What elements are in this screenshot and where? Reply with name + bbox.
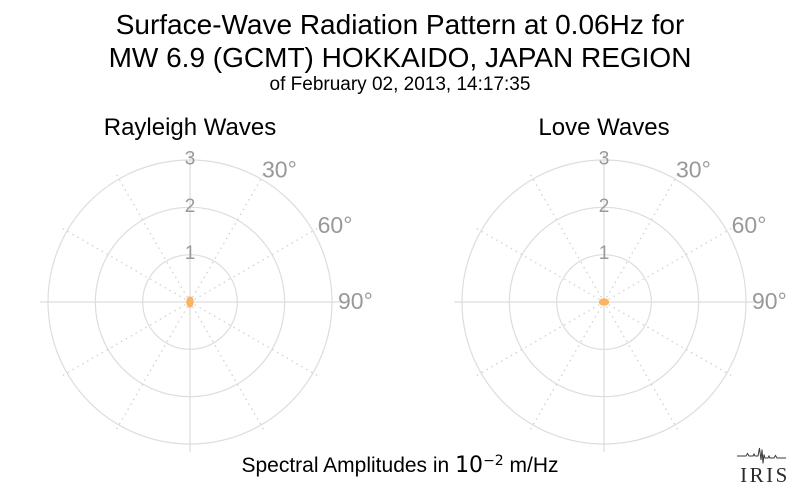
angle-tick-label: 60° — [732, 212, 767, 238]
radiation-pattern-dot — [186, 296, 194, 308]
polar-grid-spoke-dotted — [608, 304, 735, 378]
polar-grid-spoke-dotted — [528, 306, 602, 433]
angle-tick-label: 30° — [676, 156, 711, 182]
polar-grid-spoke-dotted — [59, 304, 186, 378]
seismogram-trace-icon — [737, 447, 786, 464]
love-plot-title: Love Waves — [538, 114, 670, 141]
rayleigh-polar-plot: 1 2 3 30° 60° 90° — [40, 149, 373, 452]
polar-grid-spoke-dotted — [114, 171, 188, 298]
radial-tick-label: 2 — [185, 196, 196, 217]
iris-logo: IRIS — [737, 447, 790, 487]
radial-tick-label: 1 — [185, 243, 196, 264]
rayleigh-plot-title: Rayleigh Waves — [103, 114, 277, 141]
polar-grid-spoke-dotted — [192, 306, 266, 433]
angle-tick-label: 60° — [318, 212, 353, 238]
angle-tick-label: 90° — [752, 288, 787, 314]
caption: Spectral Amplitudes in 10−2 m/Hz — [0, 447, 800, 480]
figure-header: Surface-Wave Radiation Pattern at 0.06Hz… — [0, 8, 800, 96]
polar-grid-spoke-dotted — [473, 304, 600, 378]
caption-base: 10 — [455, 453, 484, 478]
polar-grid-spoke-dotted — [528, 171, 602, 298]
polar-grid-spoke-dotted — [194, 226, 321, 300]
figure-title-line1: Surface-Wave Radiation Pattern at 0.06Hz… — [115, 9, 685, 40]
angle-tick-label: 30° — [262, 156, 297, 182]
love-polar-plot: 1 2 3 30° 60° 90° — [454, 149, 787, 452]
angle-tick-label: 90° — [338, 288, 373, 314]
figure-subtitle: of February 02, 2013, 14:17:35 — [269, 74, 531, 95]
polar-grid-spoke-dotted — [114, 306, 188, 433]
caption-exponent: −2 — [483, 453, 504, 469]
figure-title-line2: MW 6.9 (GCMT) HOKKAIDO, JAPAN REGION — [108, 42, 692, 73]
radial-tick-label: 1 — [599, 243, 610, 264]
iris-logo-text: IRIS — [740, 463, 790, 487]
radiation-pattern-dot — [598, 298, 610, 306]
radial-tick-label: 3 — [599, 149, 610, 170]
caption-suffix: m/Hz — [503, 454, 559, 477]
caption-prefix: Spectral Amplitudes in — [241, 454, 456, 477]
polar-grid-spoke-dotted — [606, 171, 680, 298]
caption-amplitude-scale: 10−2 — [455, 453, 504, 478]
polar-grid-spoke-dotted — [194, 304, 321, 378]
polar-grid-spoke-dotted — [192, 171, 266, 298]
polar-grid-spoke-dotted — [608, 226, 735, 300]
radial-tick-label: 3 — [185, 149, 196, 170]
radial-tick-label: 2 — [599, 196, 610, 217]
polar-grid-spoke-dotted — [606, 306, 680, 433]
polar-grid-spoke-dotted — [59, 226, 186, 300]
polar-grid-spoke-dotted — [473, 226, 600, 300]
